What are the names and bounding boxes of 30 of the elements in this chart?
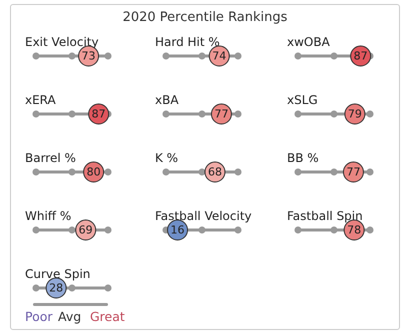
data-label: 80 <box>86 165 101 178</box>
data-label: 79 <box>348 107 362 120</box>
text: Great <box>90 309 125 324</box>
data-label: 73 <box>82 49 96 62</box>
category-label: xERA <box>25 93 57 107</box>
data-label: 69 <box>78 223 93 236</box>
category-label: xBA <box>155 93 180 107</box>
category-label: BB % <box>287 151 320 165</box>
data-label: 78 <box>347 223 362 236</box>
category-label: xwOBA <box>287 35 331 49</box>
category-label: Fastball Spin <box>287 209 364 223</box>
category-label: Hard Hit % <box>155 35 221 49</box>
data-label: 77 <box>346 165 360 178</box>
text: Avg <box>58 309 82 324</box>
data-label: 74 <box>212 49 226 62</box>
category-label: K % <box>155 151 180 165</box>
category-label: Fastball Velocity <box>155 209 253 223</box>
category-label: Exit Velocity <box>25 35 100 49</box>
data-label: 68 <box>208 165 222 178</box>
text: 2020 Percentile Rankings <box>122 10 288 25</box>
text: Poor <box>25 309 53 324</box>
category-label: xSLG <box>287 93 319 107</box>
data-label: 87 <box>92 107 106 120</box>
category-label: Curve Spin <box>25 267 92 281</box>
data-label: 87 <box>354 49 368 62</box>
category-label: Whiff % <box>25 209 72 223</box>
data-label: 77 <box>214 107 228 120</box>
data-label: 28 <box>49 281 64 294</box>
category-label: Barrel % <box>25 151 77 165</box>
data-label: 16 <box>170 223 185 236</box>
